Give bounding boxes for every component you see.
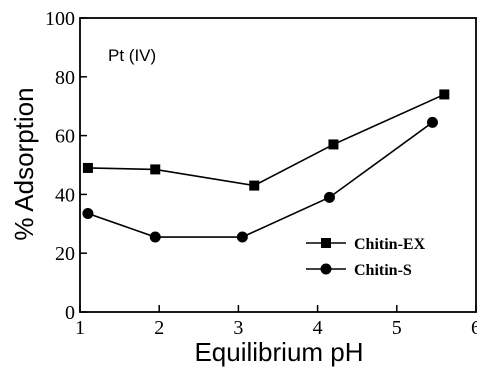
plot-frame: [79, 17, 477, 313]
data-point-chitin-s: [236, 231, 248, 243]
series-line-chitin-ex: [87, 93, 445, 187]
data-point-chitin-s: [426, 116, 438, 128]
series-lines: [87, 93, 445, 238]
chart-annotation: Pt (IV): [108, 46, 156, 65]
legend-label-chitin-ex: Chitin-EX: [354, 236, 426, 253]
y-tick-label: 60: [55, 126, 75, 148]
x-tick-label: 4: [313, 317, 323, 339]
data-point-chitin-ex: [82, 162, 93, 173]
plot-axes: [79, 17, 477, 313]
legend: Chitin-EX Chitin-S: [306, 236, 426, 279]
series-line-chitin-s: [87, 121, 433, 238]
y-tick-label: 0: [65, 302, 75, 324]
data-point-chitin-ex: [150, 164, 161, 175]
y-tick-label: 40: [55, 184, 75, 206]
data-point-chitin-s: [82, 208, 94, 220]
series-markers: [82, 89, 450, 243]
x-tick-label: 5: [392, 317, 402, 339]
legend-marker-chitin-s: [320, 263, 332, 275]
y-axis-label: % Adsorption: [9, 87, 39, 240]
y-tick-label: 80: [55, 67, 75, 89]
data-point-chitin-ex: [328, 139, 339, 150]
x-tick-label: 3: [233, 317, 243, 339]
y-tick-label: 100: [45, 8, 75, 30]
legend-marker-chitin-ex: [321, 238, 331, 248]
data-point-chitin-ex: [249, 180, 260, 191]
x-tick-label: 6: [471, 317, 477, 339]
data-point-chitin-ex: [439, 89, 450, 100]
x-tick-label: 1: [75, 317, 85, 339]
data-point-chitin-s: [323, 191, 335, 203]
x-tick-label: 2: [154, 317, 164, 339]
legend-label-chitin-s: Chitin-S: [354, 262, 412, 279]
x-axis-label: Equilibrium pH: [194, 337, 363, 367]
data-point-chitin-s: [149, 231, 161, 243]
y-tick-label: 20: [55, 243, 75, 265]
